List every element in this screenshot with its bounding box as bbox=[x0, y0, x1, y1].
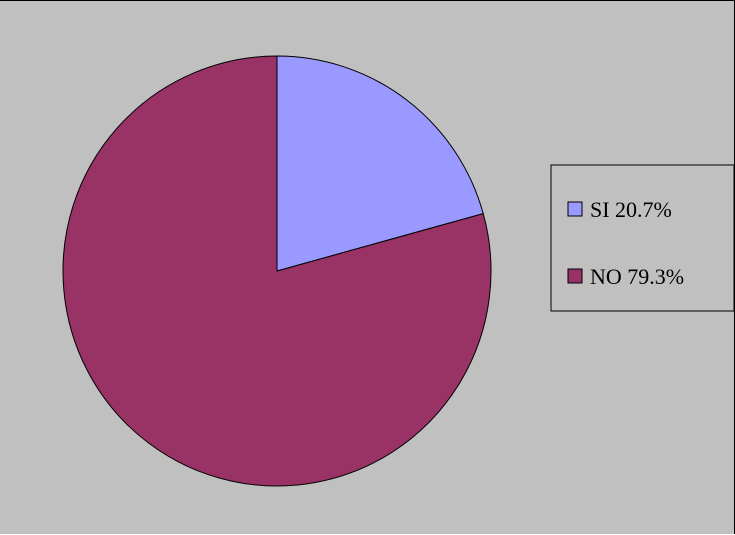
legend-swatch-si bbox=[567, 201, 583, 217]
legend-box bbox=[550, 164, 735, 312]
legend-label-no: NO 79.3% bbox=[590, 264, 684, 289]
legend-label-si: SI 20.7% bbox=[590, 197, 672, 222]
legend: SI 20.7% NO 79.3% bbox=[550, 164, 735, 312]
pie-slice-si bbox=[276, 55, 484, 272]
legend-swatch-no bbox=[567, 268, 583, 284]
pie-slices bbox=[62, 55, 492, 487]
pie-slice-no bbox=[62, 55, 492, 487]
